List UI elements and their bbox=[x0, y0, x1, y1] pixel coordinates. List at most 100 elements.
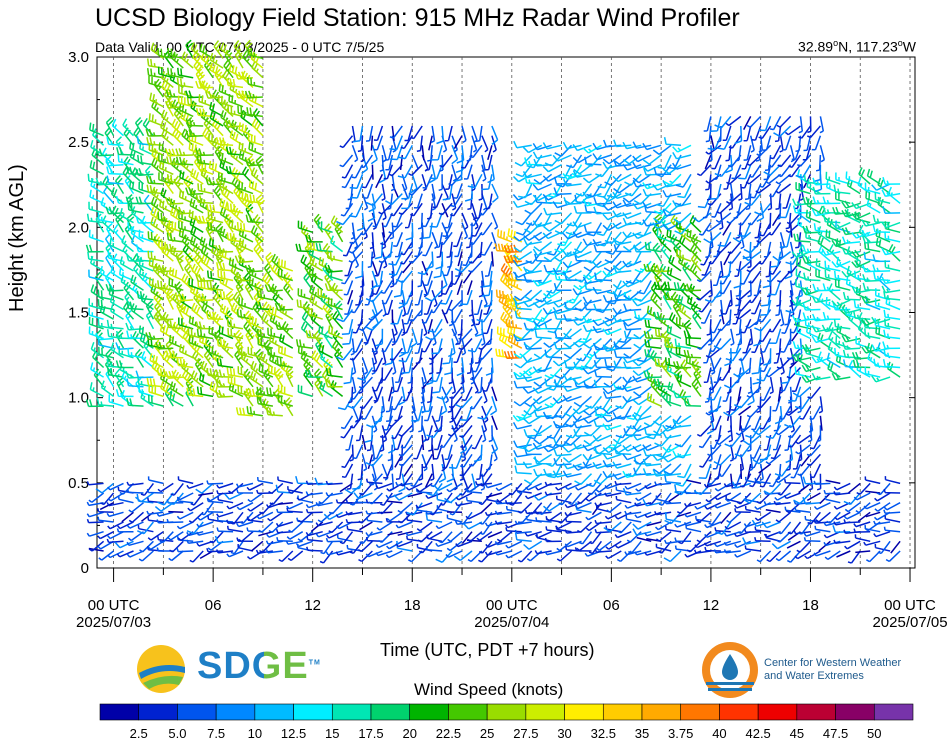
wind-barb bbox=[252, 301, 264, 320]
wind-barb bbox=[691, 378, 702, 397]
wind-barb bbox=[215, 379, 234, 388]
wind-barb bbox=[373, 444, 384, 460]
wind-barb bbox=[562, 384, 582, 393]
wind-barb bbox=[479, 222, 493, 236]
wind-barb bbox=[400, 338, 414, 354]
wind-barb bbox=[705, 125, 712, 143]
wind-barb bbox=[459, 289, 473, 306]
wind-barb bbox=[253, 214, 264, 233]
wind-barb bbox=[146, 510, 164, 516]
wind-barb bbox=[748, 289, 762, 304]
wind-barb bbox=[822, 283, 841, 292]
wind-barb bbox=[483, 318, 493, 335]
wind-barb bbox=[463, 164, 473, 180]
wind-barb bbox=[552, 357, 572, 367]
wind-barb bbox=[738, 405, 752, 416]
wind-barb bbox=[873, 530, 891, 538]
wind-barb bbox=[166, 174, 184, 185]
wind-barb bbox=[696, 337, 712, 350]
wind-barb bbox=[482, 376, 493, 392]
wind-barb bbox=[86, 530, 104, 537]
wind-barb bbox=[190, 42, 204, 59]
wind-barb bbox=[514, 465, 532, 475]
wind-barb bbox=[165, 350, 184, 359]
wind-barb bbox=[196, 521, 214, 528]
wind-barb bbox=[455, 261, 463, 277]
wind-barb bbox=[160, 120, 174, 137]
wind-barb bbox=[280, 360, 294, 378]
wind-barb bbox=[728, 135, 742, 149]
wind-barb bbox=[226, 367, 244, 378]
wind-barb bbox=[189, 236, 204, 253]
wind-barb bbox=[577, 492, 593, 505]
wind-barb bbox=[189, 198, 204, 214]
wind-barb bbox=[175, 156, 194, 166]
wind-barb bbox=[199, 236, 214, 253]
wind-barb bbox=[495, 289, 512, 301]
wind-barb bbox=[584, 251, 602, 264]
wind-barb bbox=[449, 202, 463, 217]
wind-barb bbox=[756, 492, 772, 505]
wind-barb bbox=[435, 540, 453, 548]
wind-barb bbox=[310, 521, 324, 533]
wind-barb bbox=[437, 415, 443, 433]
wind-barb bbox=[226, 202, 244, 214]
wind-barb bbox=[670, 291, 682, 310]
wind-barb bbox=[785, 251, 802, 266]
wind-barb bbox=[185, 39, 194, 59]
wind-barb bbox=[407, 377, 414, 394]
wind-barb bbox=[586, 473, 603, 488]
wind-barb bbox=[171, 99, 184, 117]
wind-barb bbox=[847, 550, 861, 564]
wind-barb bbox=[643, 370, 662, 379]
wind-barb bbox=[497, 229, 513, 243]
wind-barb bbox=[776, 115, 792, 128]
wind-barb bbox=[130, 274, 144, 291]
wind-barb bbox=[472, 357, 483, 373]
wind-barb bbox=[166, 232, 184, 243]
wind-barb bbox=[588, 531, 602, 545]
wind-barb bbox=[692, 310, 702, 330]
wind-barb bbox=[484, 550, 503, 556]
wind-barb bbox=[397, 144, 413, 160]
wind-barb bbox=[543, 337, 563, 349]
wind-barb bbox=[503, 244, 522, 254]
wind-barb bbox=[632, 444, 652, 453]
wind-barb bbox=[238, 531, 254, 543]
wind-barb bbox=[572, 170, 592, 178]
wind-barb bbox=[699, 454, 712, 468]
wind-barb bbox=[792, 386, 811, 398]
wind-barb bbox=[505, 540, 523, 549]
wind-barb bbox=[327, 325, 343, 340]
wind-barb bbox=[834, 511, 851, 521]
wind-barb bbox=[175, 206, 194, 215]
wind-barb bbox=[429, 348, 434, 366]
wind-barb bbox=[563, 299, 583, 311]
wind-barb bbox=[705, 347, 722, 359]
wind-barb bbox=[525, 251, 543, 265]
wind-barb bbox=[195, 482, 214, 494]
wind-barb bbox=[573, 395, 592, 408]
wind-barb bbox=[380, 492, 393, 507]
wind-barb bbox=[674, 482, 692, 496]
wind-barb bbox=[399, 289, 413, 305]
wind-barb bbox=[482, 270, 493, 288]
wind-barb bbox=[842, 291, 861, 301]
wind-barb bbox=[158, 239, 174, 253]
wind-barb bbox=[735, 260, 752, 272]
wind-barb bbox=[602, 328, 622, 336]
wind-barb bbox=[543, 347, 563, 359]
wind-barb bbox=[587, 482, 602, 496]
wind-barb bbox=[745, 357, 752, 375]
wind-barb bbox=[818, 396, 824, 414]
wind-barb bbox=[844, 540, 861, 550]
wind-barb bbox=[706, 386, 722, 401]
wind-barb bbox=[854, 534, 871, 543]
wind-barb bbox=[262, 301, 274, 320]
wind-barb bbox=[474, 299, 483, 316]
wind-barb bbox=[468, 260, 483, 273]
wind-barb bbox=[461, 222, 469, 240]
wind-barb bbox=[237, 346, 254, 359]
wind-barb bbox=[622, 163, 642, 171]
wind-barb bbox=[196, 530, 214, 536]
